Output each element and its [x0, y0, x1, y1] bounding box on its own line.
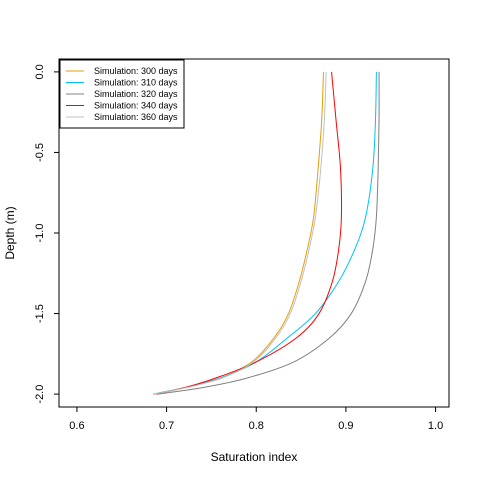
legend: Simulation: 300 days Simulation: 310 days… [59, 59, 185, 129]
y-axis-title: Depth (m) [3, 206, 17, 259]
series-line-5 [153, 71, 327, 395]
legend-label: Simulation: 320 days [94, 89, 178, 99]
y-tick-label: -1.0 [34, 224, 46, 243]
legend-label: Simulation: 310 days [94, 78, 178, 88]
x-axis-title: Saturation index [211, 450, 298, 464]
series-line-2 [153, 71, 377, 395]
series-line-3 [157, 71, 380, 395]
x-axis: 0.6 0.7 0.8 0.9 1.0 [69, 407, 443, 432]
legend-label: Simulation: 300 days [94, 66, 178, 76]
x-tick-label: 0.9 [338, 420, 353, 432]
series-layer [153, 71, 380, 395]
legend-label: Simulation: 360 days [94, 112, 178, 122]
x-tick-label: 0.6 [69, 420, 84, 432]
series-line-4 [155, 71, 343, 395]
x-tick-label: 1.0 [428, 420, 443, 432]
x-tick-label: 0.7 [159, 420, 174, 432]
y-tick-label: 0.0 [34, 64, 46, 79]
legend-label: Simulation: 340 days [94, 101, 178, 111]
y-tick-label: -2.0 [34, 385, 46, 404]
y-tick-label: -0.5 [34, 143, 46, 162]
x-tick-label: 0.8 [249, 420, 264, 432]
y-axis: 0.0 -0.5 -1.0 -1.5 -2.0 [34, 64, 59, 404]
y-tick-label: -1.5 [34, 304, 46, 323]
